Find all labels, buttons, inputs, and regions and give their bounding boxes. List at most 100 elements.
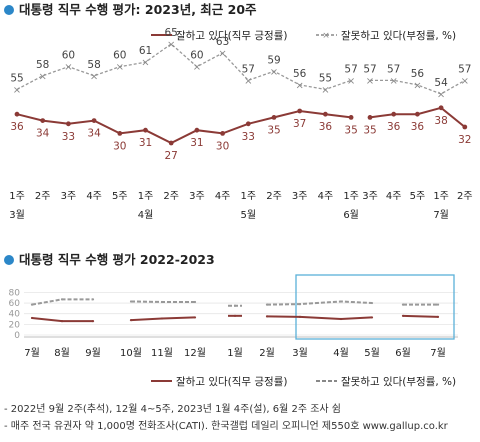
negative-value-label: 57 — [242, 63, 255, 75]
negative-value-label: 60 — [190, 50, 203, 62]
negative-marker: × — [413, 80, 421, 91]
y-tick-label: 40 — [9, 310, 21, 320]
positive-value-label: 38 — [434, 115, 447, 127]
negative-marker: × — [437, 90, 445, 101]
positive-marker — [143, 127, 148, 133]
bottom-data-point — [30, 303, 34, 306]
positive-value-label: 35 — [344, 124, 357, 136]
negative-value-label: 58 — [36, 59, 49, 71]
week-tick-label: 1주 — [9, 191, 25, 202]
negative-value-label: 57 — [363, 63, 376, 75]
week-tick-label: 3주 — [61, 191, 77, 202]
negative-marker: × — [13, 85, 21, 96]
positive-marker — [271, 115, 277, 120]
bottom-month-tick-label: 3월 — [292, 347, 308, 359]
positive-value-label: 35 — [363, 124, 376, 136]
week-tick-label: 1주 — [138, 191, 154, 202]
bottom-data-point — [436, 315, 440, 318]
positive-marker — [438, 105, 444, 111]
positive-value-label: 33 — [62, 131, 75, 143]
positive-marker — [117, 131, 123, 136]
negative-value-label: 57 — [458, 63, 471, 75]
week-tick-label: 4주 — [86, 191, 102, 202]
bottom-data-point — [339, 300, 343, 303]
negative-marker: × — [39, 71, 47, 82]
negative-marker: × — [141, 58, 149, 69]
bottom-month-tick-label: 9월 — [85, 347, 101, 359]
recent-20-weeks-highlight-box — [295, 274, 455, 340]
bottom-x-axis: 7월 8월 9월 10월 11월 12월 1월 2월 3월 4월 5월 6월 7월 — [24, 347, 446, 359]
negative-marker: × — [296, 80, 304, 91]
negative-value-label: 60 — [62, 50, 75, 62]
legend-negative-label: 잘못하고 있다(부정률, %) — [341, 29, 456, 42]
positive-marker — [91, 118, 97, 123]
footnote-1: - 2022년 9월 2주(추석), 12월 4~5주, 2023년 1월 4주… — [4, 403, 341, 415]
positive-value-label: 30 — [216, 140, 229, 152]
week-tick-label: 5주 — [112, 191, 128, 202]
bottom-data-point — [298, 303, 302, 306]
positive-marker — [168, 140, 174, 146]
positive-marker — [194, 127, 200, 133]
negative-marker: × — [116, 62, 124, 73]
positive-value-label: 35 — [267, 124, 280, 136]
month-tick-label: 6월 — [343, 209, 359, 221]
positive-value-label: 34 — [87, 128, 101, 140]
bottom-data-point — [233, 314, 237, 317]
week-tick-label: 3주 — [292, 191, 308, 202]
legend-negative-swatch: × — [316, 31, 337, 41]
bottom-chart-title: 대통령 직무 수행 평가 2022-2023 — [19, 252, 215, 267]
y-tick-label: 80 — [9, 288, 21, 298]
bottom-data-point — [339, 317, 343, 321]
negative-value-label: 55 — [319, 72, 332, 84]
bottom-positive-series — [30, 314, 440, 323]
top-x-axis: 1주 2주 3주 4주 5주 1주 2주 3주 4주 1주 2주 3주 4주 1주 3주 4주 5주 1주 2주3월… — [9, 191, 472, 221]
bottom-data-point — [370, 316, 374, 319]
week-tick-label: 2주 — [35, 191, 51, 202]
bottom-legend-negative-label: 잘못하고 있다(부정률, %) — [341, 375, 456, 388]
week-tick-label: 1주 — [343, 191, 359, 202]
week-tick-label: 3주 — [362, 191, 378, 202]
positive-value-label: 27 — [165, 150, 178, 162]
bottom-month-tick-label: 7월 — [24, 347, 40, 359]
bottom-data-point — [160, 300, 164, 304]
y-tick-label: 0 — [14, 331, 20, 341]
negative-marker: × — [90, 71, 98, 82]
bottom-data-point — [91, 320, 95, 323]
bottom-data-point — [193, 300, 197, 304]
bottom-data-point — [160, 317, 164, 320]
positive-marker — [462, 124, 468, 130]
bottom-data-point — [60, 320, 64, 323]
bottom-data-point — [233, 304, 237, 307]
bottom-month-tick-label: 7월 — [430, 347, 446, 359]
positive-value-label: 36 — [10, 121, 24, 133]
negative-marker: × — [321, 85, 329, 96]
month-tick-label: 7월 — [433, 209, 449, 221]
bottom-data-point — [91, 298, 95, 301]
y-tick-label: 60 — [9, 299, 21, 309]
positive-marker — [14, 111, 20, 117]
positive-marker — [391, 111, 397, 117]
negative-value-label: 57 — [344, 63, 357, 75]
top-chart-title: 대통령 직무 수행 평가: 2023년, 최근 20주 — [19, 2, 257, 17]
negative-marker: × — [347, 76, 355, 87]
week-tick-label: 5주 — [410, 191, 426, 202]
bottom-data-point — [30, 316, 34, 320]
top-positive-series: 36 34 33 34 30 31 27 31 30 33 35 37 36 35 35 36 36 38 32 — [10, 105, 471, 162]
positive-value-label: 36 — [319, 121, 333, 133]
positive-value-label: 31 — [190, 137, 203, 149]
bottom-data-point — [298, 315, 302, 318]
week-tick-label: 1주 — [241, 191, 257, 202]
week-tick-label: 1주 — [433, 191, 449, 202]
positive-value-label: 33 — [242, 131, 255, 143]
week-tick-label: 4주 — [215, 191, 231, 202]
week-tick-label: 4주 — [318, 191, 334, 202]
positive-marker — [415, 111, 420, 117]
negative-value-label: 59 — [267, 54, 280, 66]
negative-value-label: 57 — [387, 63, 400, 75]
bottom-data-point — [370, 301, 374, 305]
positive-marker — [297, 108, 303, 114]
footnote-2: - 매주 전국 유권자 약 1,000명 전화조사(CATI). 한국갤럽 데일… — [4, 420, 449, 432]
bottom-data-point — [193, 316, 197, 319]
